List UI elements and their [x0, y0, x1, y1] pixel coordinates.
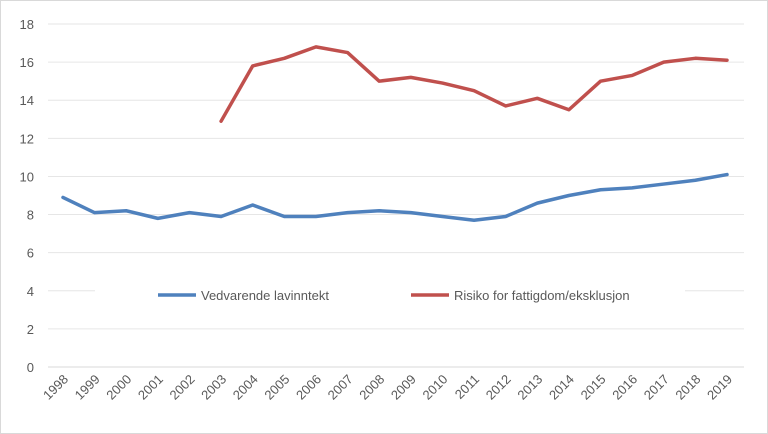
- series-line-1: [219, 45, 729, 123]
- x-tick-label: 2007: [325, 372, 356, 403]
- y-tick-label: 2: [27, 322, 34, 337]
- x-tick-label: 2015: [578, 372, 609, 403]
- x-tick-label: 2012: [483, 372, 514, 403]
- x-tick-label: 2014: [546, 372, 577, 403]
- x-tick-label: 2011: [452, 372, 482, 402]
- x-tick-label: 2000: [103, 372, 134, 403]
- x-tick-label: 1998: [40, 372, 71, 403]
- y-tick-label: 6: [27, 246, 34, 261]
- y-tick-label: 18: [20, 17, 34, 32]
- y-tick-label: 0: [27, 360, 34, 375]
- x-tick-label: 2001: [135, 372, 166, 403]
- x-tick-label: 2013: [514, 372, 545, 403]
- x-tick-label: 2016: [609, 372, 640, 403]
- y-tick-label: 4: [27, 284, 34, 299]
- x-tick-label: 2010: [419, 372, 450, 403]
- x-tick-label: 2006: [293, 372, 324, 403]
- y-tick-label: 12: [20, 131, 34, 146]
- x-tick-label: 2004: [230, 372, 261, 403]
- y-tick-label: 10: [20, 169, 34, 184]
- x-tick-label: 2005: [261, 372, 292, 403]
- x-tick-label: 2018: [672, 372, 703, 403]
- series-line-0: [61, 172, 729, 223]
- y-tick-label: 16: [20, 55, 34, 70]
- x-tick-label: 2002: [167, 372, 198, 403]
- x-tick-label: 2019: [704, 372, 735, 403]
- legend: Vedvarende lavinntekt Risiko for fattigdo…: [95, 282, 685, 308]
- legend-label: Risiko for fattigdom/eksklusjon: [454, 288, 630, 303]
- x-tick-label: 2009: [388, 372, 419, 403]
- legend-label: Vedvarende lavinntekt: [201, 288, 329, 303]
- y-tick-label: 14: [20, 93, 34, 108]
- x-tick-label: 1999: [72, 372, 103, 403]
- x-tick-label: 2003: [198, 372, 229, 403]
- x-tick-label: 2017: [641, 372, 672, 403]
- x-tick-label: 2008: [356, 372, 387, 403]
- y-tick-label: 8: [27, 208, 34, 223]
